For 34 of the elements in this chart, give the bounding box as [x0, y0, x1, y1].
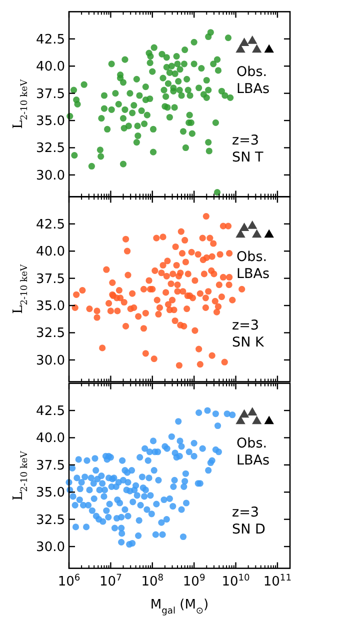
y-tick-label: 37.5 [36, 458, 65, 474]
x-tick-label: 10$^{11}$ [263, 573, 292, 590]
y-tick-label: 30.0 [36, 540, 65, 556]
y-tick-label: 40.0 [36, 60, 65, 75]
annotation: z=3 [232, 504, 259, 520]
y-tick-label: 35.0 [36, 486, 65, 501]
y-tick-label: 32.5 [36, 326, 65, 342]
annotation: z=3 [232, 132, 259, 149]
x-axis-title: M$_{gal}$ (M$_{⊙}$) [150, 597, 209, 616]
x-tick-label: 10$^{10}$ [222, 573, 250, 590]
annotation: SN K [232, 334, 265, 351]
y-tick-label: 40.0 [36, 244, 65, 260]
x-tick-label: 10$^{6}$ [58, 573, 80, 590]
y-tick-label: 42.5 [36, 404, 65, 420]
legend-label: Obs. LBAs [236, 248, 270, 282]
y-tick-label: 35.0 [36, 114, 65, 130]
legend-label: Obs. LBAs [236, 64, 270, 97]
annotation: z=3 [232, 318, 259, 334]
x-tick-label: 10$^{8}$ [141, 573, 164, 590]
y-tick-label: 32.5 [36, 141, 65, 156]
x-tick-label: 10$^{9}$ [182, 573, 206, 590]
y-tick-label: 30.0 [36, 168, 65, 184]
x-tick-label: 10$^{7}$ [100, 573, 122, 590]
y-tick-label: 40.0 [36, 431, 65, 446]
annotation: SN D [232, 521, 266, 538]
y-tick-label: 35.0 [36, 299, 65, 314]
annotation: SN T [232, 150, 264, 166]
legend-label: Obs. LBAs [236, 435, 270, 468]
y-tick-label: 42.5 [36, 32, 65, 48]
y-tick-label: 37.5 [36, 86, 65, 102]
y-tick-label: 32.5 [36, 512, 65, 528]
y-tick-label: 42.5 [36, 217, 65, 232]
y-tick-label: 30.0 [36, 353, 65, 368]
y-tick-label: 37.5 [36, 272, 65, 287]
